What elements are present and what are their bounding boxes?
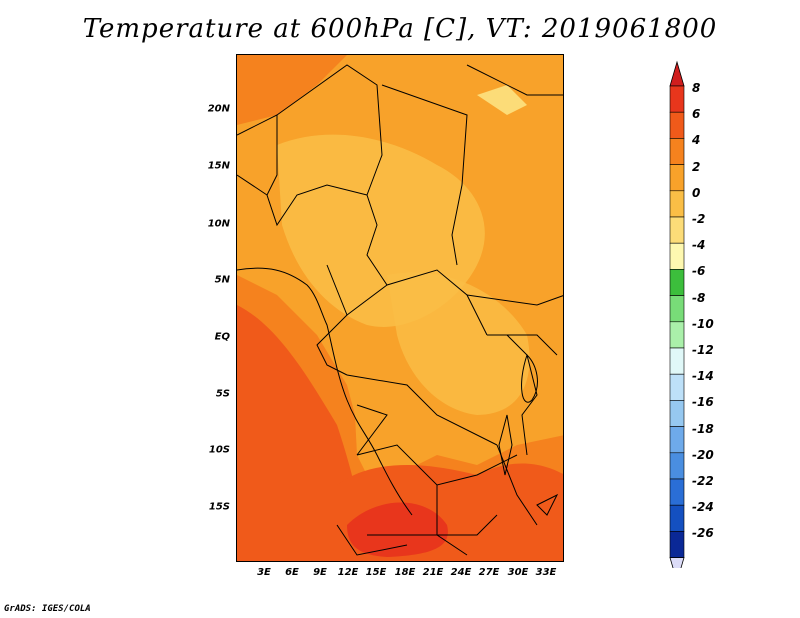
x-tick-label: 12E bbox=[337, 567, 359, 578]
colorbar-swatch bbox=[669, 321, 685, 349]
temp-zone-6c-west bbox=[237, 305, 357, 561]
colorbar-label: -10 bbox=[692, 316, 714, 331]
colorbar-label: 4 bbox=[692, 133, 701, 148]
y-tick-label: 15N bbox=[207, 160, 230, 172]
temp-zone-minus2c bbox=[477, 85, 527, 115]
x-tick-label: 30E bbox=[507, 567, 529, 578]
colorbar-label: -18 bbox=[692, 421, 714, 436]
chart-title: Temperature at 600hPa [C], VT: 201906180… bbox=[82, 14, 718, 44]
x-tick-label: 6E bbox=[285, 567, 299, 578]
colorbar-bottom-arrow bbox=[669, 557, 685, 568]
x-tick-label: 18E bbox=[394, 567, 416, 578]
y-tick-label: 10N bbox=[207, 218, 230, 230]
colorbar-label: -12 bbox=[692, 343, 714, 357]
colorbar-swatch bbox=[669, 164, 685, 192]
colorbar-swatch bbox=[669, 190, 685, 218]
colorbar-swatch bbox=[669, 85, 685, 113]
x-tick-label: 3E bbox=[257, 567, 271, 578]
country-borders bbox=[237, 64, 563, 556]
colorbar-swatch bbox=[669, 111, 685, 139]
x-tick-label: 21E bbox=[422, 567, 444, 578]
y-tick-label: 5S bbox=[215, 388, 230, 400]
colorbar-swatch bbox=[669, 400, 685, 427]
colorbar-swatch bbox=[669, 426, 685, 454]
x-tick-label: 27E bbox=[478, 567, 500, 578]
x-tick-label: 15E bbox=[365, 567, 387, 578]
colorbar-swatch bbox=[669, 216, 685, 244]
colorbar bbox=[669, 60, 685, 568]
y-tick-label: 10S bbox=[208, 444, 230, 456]
colorbar-swatch bbox=[669, 269, 685, 296]
colorbar-label: 0 bbox=[692, 185, 701, 200]
colorbar-label: -6 bbox=[692, 264, 706, 279]
colorbar-swatch bbox=[669, 242, 685, 270]
x-tick-label: 33E bbox=[535, 567, 557, 578]
colorbar-label: -20 bbox=[692, 447, 714, 462]
colorbar-swatch bbox=[669, 452, 685, 480]
colorbar-label: -4 bbox=[692, 238, 706, 253]
colorbar-label: -26 bbox=[692, 526, 714, 541]
colorbar-label: -16 bbox=[692, 395, 714, 410]
coastline bbox=[237, 267, 559, 516]
colorbar-label: -14 bbox=[692, 369, 714, 384]
temp-zone-8c bbox=[347, 502, 448, 557]
colorbar-swatch bbox=[669, 138, 685, 165]
y-tick-label: 15S bbox=[208, 501, 230, 513]
temp-zone-0c-central bbox=[387, 272, 530, 415]
y-tick-label: 5N bbox=[214, 274, 230, 286]
colorbar-label: 2 bbox=[692, 159, 701, 174]
y-tick-label: 20N bbox=[207, 103, 230, 115]
colorbar-swatch bbox=[669, 478, 685, 506]
colorbar-swatch bbox=[669, 295, 685, 323]
x-tick-label: 24E bbox=[450, 567, 472, 578]
temp-zone-4c-northwest bbox=[237, 55, 347, 125]
colorbar-swatch bbox=[669, 531, 685, 558]
colorbar-label: 6 bbox=[692, 107, 701, 122]
colorbar-swatch bbox=[669, 504, 685, 532]
grads-credit: GrADS: IGES/COLA bbox=[4, 604, 91, 614]
temperature-field bbox=[237, 55, 563, 561]
x-tick-label: 9E bbox=[313, 567, 327, 578]
colorbar-label: -24 bbox=[692, 500, 714, 515]
colorbar-swatch bbox=[669, 373, 685, 401]
map-plot-area bbox=[236, 54, 564, 562]
colorbar-label: 8 bbox=[692, 81, 701, 95]
colorbar-label: -2 bbox=[692, 212, 706, 226]
y-tick-label: EQ bbox=[214, 331, 230, 343]
colorbar-label: -8 bbox=[692, 290, 706, 305]
colorbar-swatch bbox=[669, 347, 685, 375]
colorbar-label: -22 bbox=[692, 474, 714, 488]
colorbar-top-arrow bbox=[669, 60, 685, 87]
